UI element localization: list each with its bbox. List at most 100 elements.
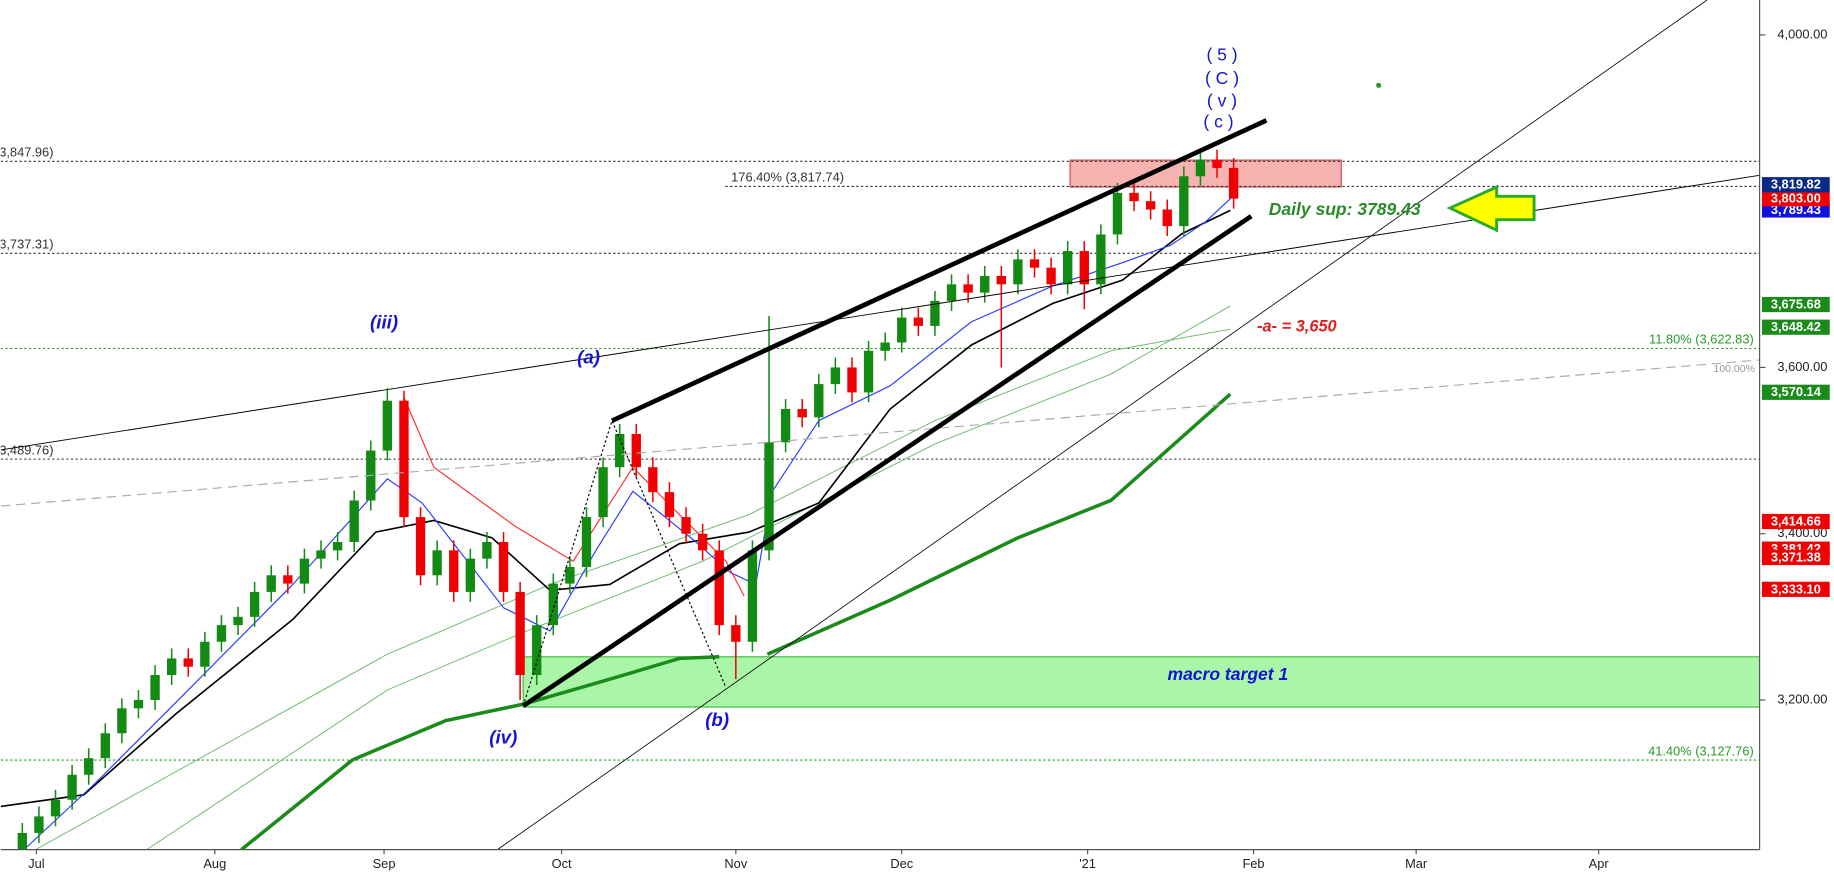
- x-tick-label: '21: [1079, 856, 1096, 871]
- target-label: -a- = 3,650: [1257, 318, 1337, 336]
- candle-body: [814, 384, 824, 418]
- x-tick-label: Nov: [724, 856, 747, 871]
- wave-label: ( C ): [1205, 68, 1239, 88]
- x-tick-label: Sep: [373, 856, 396, 871]
- candle-body: [465, 558, 476, 592]
- candle-body: [349, 500, 359, 543]
- candle-body: [332, 542, 343, 551]
- candle-body: [1112, 192, 1123, 235]
- trendlines: [0, 0, 1760, 850]
- candle-body: [946, 284, 957, 301]
- x-tick-label: Apr: [1589, 856, 1610, 871]
- candle-body: [382, 400, 393, 451]
- candle-body: [913, 317, 924, 326]
- price-tag: [1761, 581, 1830, 597]
- candle-body: [930, 300, 940, 326]
- candle-body: [67, 774, 77, 800]
- price-tag-label: 3,648.42: [1771, 319, 1821, 334]
- candle-body: [880, 342, 890, 351]
- level-label: 11.80% (3,622.83): [1649, 332, 1754, 347]
- candle-body: [664, 492, 675, 518]
- candle-body: [1179, 176, 1189, 227]
- candle-body: [200, 641, 210, 667]
- candle-body: [681, 517, 691, 534]
- target-zone: [522, 656, 1760, 708]
- level-label: (3,489.76): [0, 442, 53, 457]
- candle-body: [764, 442, 774, 551]
- zone-label: macro target 1: [1168, 664, 1289, 684]
- candle-body: [316, 550, 326, 559]
- candle-body: [1195, 159, 1206, 177]
- candle-body: [283, 575, 293, 584]
- candle-body: [963, 284, 973, 293]
- fib-label: 100.00%: [1713, 363, 1754, 375]
- candle-body: [980, 276, 990, 293]
- trendline: [0, 174, 1760, 451]
- annotations: ( 5 ) ( C ) ( v ) ( c ) (iii) (a) (iv) (…: [370, 45, 1755, 748]
- wave-label: ( c ): [1203, 111, 1233, 131]
- candle-body: [266, 575, 276, 592]
- x-tick-label: Oct: [552, 856, 572, 871]
- y-tick-label: 3,600.00: [1777, 359, 1827, 374]
- price-tag: [1761, 191, 1830, 207]
- candle-body: [498, 542, 509, 592]
- wave-label: (b): [705, 709, 729, 730]
- candle-body: [415, 517, 426, 576]
- price-tag: [1761, 296, 1830, 313]
- x-tick-label: Feb: [1242, 856, 1264, 871]
- candle-body: [648, 467, 658, 493]
- wave-label: (iii): [370, 312, 398, 333]
- support-label: Daily sup: 3789.43: [1269, 199, 1421, 219]
- candle-body: [1079, 251, 1089, 285]
- candle-body: [615, 433, 625, 468]
- candle-body: [581, 517, 592, 567]
- x-tick-label: Dec: [890, 856, 913, 871]
- candle-body: [1212, 159, 1222, 168]
- price-tag-label: 3,333.10: [1771, 581, 1821, 596]
- moving-average: [35, 328, 1231, 850]
- candle-body: [1129, 192, 1139, 202]
- candle-body: [598, 467, 608, 518]
- candle-body: [432, 550, 442, 576]
- candle-body: [532, 625, 542, 676]
- candle-body: [17, 832, 28, 850]
- candle-body: [1228, 167, 1239, 199]
- candle-body: [34, 816, 44, 833]
- price-tag: [1761, 319, 1830, 335]
- price-tag: [1761, 549, 1830, 566]
- price-tag: [1761, 384, 1830, 400]
- candle-body: [84, 758, 94, 775]
- candle-body: [830, 367, 841, 385]
- wave-label: ( 5 ): [1206, 45, 1237, 65]
- candle-body: [847, 367, 857, 393]
- moving-average: [0, 209, 1231, 808]
- candle-body: [863, 350, 874, 393]
- candle-body: [1013, 259, 1023, 285]
- candle-body: [166, 658, 177, 676]
- candle-body: [482, 542, 492, 559]
- y-tick-label: 4,000.00: [1777, 26, 1827, 41]
- candle-body: [216, 625, 227, 642]
- wave-label: (a): [577, 347, 600, 368]
- level-label: (3,847.96): [0, 145, 53, 160]
- wave-path: [522, 419, 726, 707]
- candle-body: [299, 558, 310, 584]
- candle-body: [731, 625, 741, 642]
- candle-body: [183, 658, 193, 667]
- levels: (3,847.96) 176.40% (3,817.74) (3,737.31) 11…: [0, 145, 1760, 761]
- y-tick-label: 3,200.00: [1777, 691, 1827, 706]
- resistance-zone: [1069, 159, 1342, 188]
- level-label: 41.40% (3,127.76): [1648, 743, 1754, 758]
- candle-body: [100, 733, 110, 759]
- candle-body: [1096, 234, 1106, 285]
- trendline: [497, 0, 1708, 850]
- price-tag-label: 3,675.68: [1771, 297, 1821, 312]
- price-tag-label: 3,414.66: [1771, 514, 1821, 529]
- price-tag-label: 3,570.14: [1771, 384, 1822, 399]
- price-tag-label: 3,819.82: [1771, 177, 1821, 192]
- dashed-trendline: [0, 359, 1760, 507]
